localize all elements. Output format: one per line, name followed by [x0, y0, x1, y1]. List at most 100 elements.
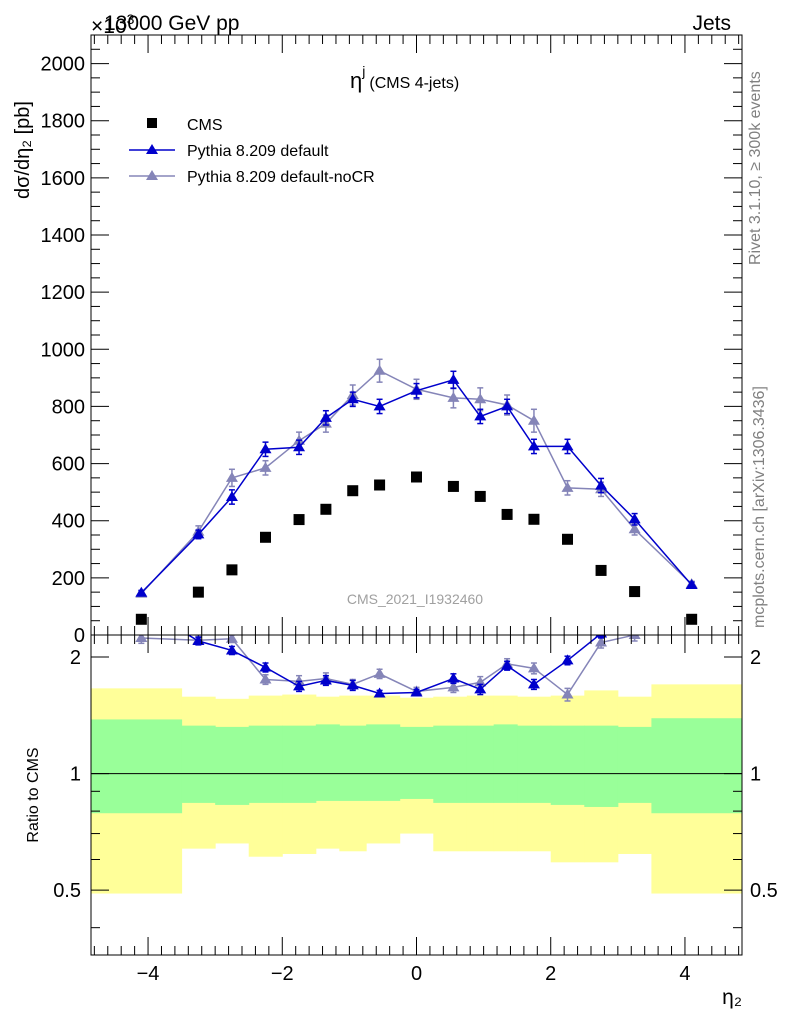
default-point — [293, 441, 306, 452]
ratio-nocr-point — [628, 635, 641, 639]
cms-data-point — [347, 485, 359, 497]
header-right: Jets — [692, 12, 731, 35]
x-axis-label: η₂ — [722, 986, 742, 1009]
default-point — [474, 410, 487, 421]
default-point — [628, 513, 641, 524]
cms-data-point — [562, 533, 574, 545]
cms-data-point — [226, 564, 238, 576]
x-tick-label: −2 — [271, 963, 294, 985]
uncertainty-band-inner — [493, 724, 518, 803]
legend-label-default: Pythia 8.209 default — [187, 143, 329, 160]
axis-tick-labels: 0 200 400 600 800 1000 1200 1400 1600 1800 2000 −4 −… — [41, 54, 778, 985]
y-tick-label: 0 — [74, 625, 85, 647]
ratio-default-point — [629, 601, 641, 611]
axis-exponent: ×103 — [91, 11, 135, 38]
nocr-point — [628, 523, 641, 534]
uncertainty-band-inner — [584, 725, 619, 807]
cms-data-point — [474, 490, 486, 502]
default-point — [595, 479, 608, 490]
ratio-default-point — [527, 678, 540, 689]
uncertainty-band-inner — [399, 726, 434, 799]
default-point — [225, 491, 238, 501]
ratio-nocr-point — [225, 635, 238, 643]
ratio-y-axis-label: Ratio to CMS — [25, 747, 42, 842]
x-tick-label: 2 — [545, 963, 556, 985]
uncertainty-band-inner — [215, 726, 250, 805]
uncertainty-bands — [91, 684, 742, 894]
default-point — [410, 384, 423, 395]
header-left: 13000 GeV pp — [104, 12, 239, 35]
ratio-default-point — [561, 654, 574, 665]
ratio-default-point — [474, 683, 487, 694]
y-tick-label: 600 — [52, 454, 85, 476]
ratio-default-point — [346, 679, 359, 690]
y-tick-label: 1000 — [41, 339, 86, 361]
nocr-point — [259, 461, 272, 472]
nocr-point — [474, 393, 487, 404]
default-point — [685, 579, 698, 589]
default-line — [140, 378, 693, 594]
ratio-y-tick-label: 2 — [70, 647, 81, 669]
ratio-default-point — [319, 674, 332, 685]
ratio-default-point — [501, 659, 514, 670]
x-tick-label: 0 — [411, 963, 422, 985]
cms-data-point — [528, 513, 540, 525]
uncertainty-band-inner — [617, 726, 652, 803]
cms-data-point — [259, 531, 271, 543]
mcplots-label: mcplots.cern.ch [arXiv:1306.3436] — [751, 386, 768, 628]
default-point — [346, 393, 359, 404]
uncertainty-band-inner — [91, 719, 183, 814]
ratio-nocr-point — [447, 681, 460, 692]
default-point — [561, 440, 574, 451]
cms-data-point — [374, 479, 386, 491]
nocr-point — [373, 364, 386, 375]
default-point — [501, 400, 514, 411]
ratio-default-point — [373, 687, 386, 698]
ratio-default-point — [410, 686, 423, 697]
uncertainty-band-inner — [550, 725, 585, 805]
default-point — [527, 440, 540, 451]
default-point — [373, 400, 386, 411]
legend-label-cms: CMS — [187, 117, 223, 134]
legend-marker-cms — [147, 118, 157, 128]
uncertainty-band-inner — [433, 725, 468, 803]
ratio-default-point — [595, 635, 608, 638]
nocr-point — [527, 414, 540, 425]
ratio-nocr-point — [595, 636, 608, 647]
default-point — [192, 528, 205, 539]
ratio-y-tick-label-right: 0.5 — [750, 880, 778, 902]
ratio-y-tick-label-right: 1 — [750, 764, 761, 786]
ratio-default-point — [135, 601, 147, 611]
cms-data-point — [595, 564, 607, 576]
ratio-nocr-point — [135, 635, 148, 642]
ratio-y-tick-label: 1 — [70, 764, 81, 786]
uncertainty-band-inner — [181, 725, 216, 803]
default-point — [319, 411, 332, 422]
nocr-point — [447, 391, 460, 402]
cms-data-point — [686, 613, 698, 625]
analysis-watermark: CMS_2021_I1932460 — [347, 591, 483, 607]
uncertainty-band-inner — [315, 724, 340, 801]
uncertainty-band-inner — [517, 725, 552, 803]
cms-data-point — [447, 480, 459, 492]
y-tick-label: 1200 — [41, 282, 86, 304]
y-axis-label: dσ/dη₂ [pb] — [12, 101, 34, 199]
uncertainty-band-inner — [466, 725, 495, 803]
uncertainty-band-inner — [366, 724, 401, 801]
default-point — [259, 443, 272, 454]
axis-ticks — [91, 34, 742, 955]
default-point — [135, 586, 148, 597]
ratio-nocr-point — [561, 688, 574, 699]
x-tick-label: −4 — [137, 963, 160, 985]
uncertainty-band-inner — [339, 725, 367, 801]
plot-title: ηj(CMS 4-jets) — [350, 63, 459, 93]
cms-data-point — [293, 514, 305, 526]
cms-data-point — [135, 613, 147, 625]
ratio-default-point — [225, 644, 238, 655]
cms-data-point — [320, 503, 332, 515]
nocr-point — [561, 481, 574, 492]
rivet-version-label: Rivet 3.1.10, ≥ 300k events — [747, 71, 764, 265]
ratio-default-point — [293, 680, 306, 691]
legend-marker-nocr — [146, 170, 158, 180]
